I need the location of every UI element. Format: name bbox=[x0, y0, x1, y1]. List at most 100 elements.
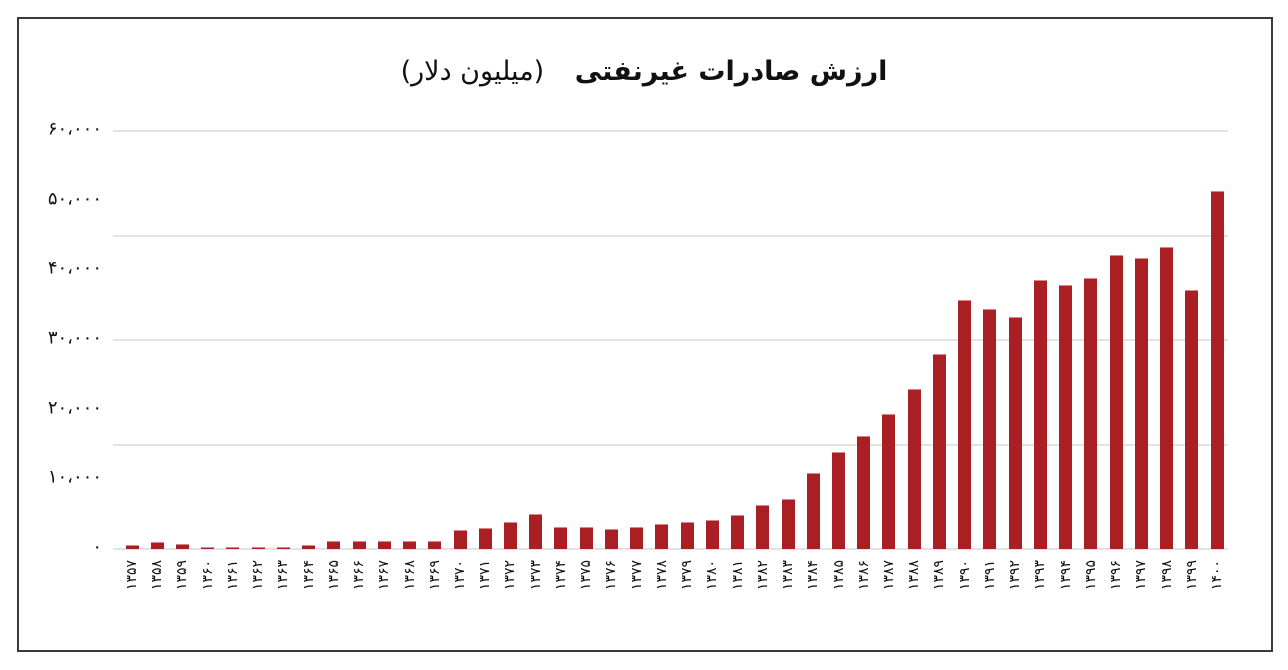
gridline bbox=[113, 130, 1228, 132]
x-tick-label: ۱۳۶۰ bbox=[199, 560, 216, 591]
x-tick-label: ۱۳۸۲ bbox=[754, 560, 771, 591]
bar bbox=[529, 514, 543, 549]
x-tick-label: ۱۳۷۷ bbox=[628, 560, 645, 591]
bar bbox=[554, 526, 568, 549]
x-tick-label: ۱۳۹۶ bbox=[1108, 560, 1125, 591]
bar bbox=[756, 504, 770, 549]
x-tick-label: ۱۳۵۹ bbox=[174, 560, 191, 591]
x-tick-label: ۱۳۷۹ bbox=[679, 560, 696, 591]
x-tick-label: ۱۳۹۱ bbox=[981, 560, 998, 591]
x-tick-label: ۱۳۹۰ bbox=[956, 560, 973, 591]
x-tick-label: ۱۳۶۹ bbox=[426, 560, 443, 591]
bar bbox=[781, 499, 795, 549]
bar bbox=[907, 388, 921, 549]
gridline bbox=[113, 548, 1228, 550]
y-tick-label: ۴۰،۰۰۰ bbox=[47, 257, 102, 279]
bar bbox=[327, 540, 341, 549]
x-tick-label: ۱۳۷۶ bbox=[603, 560, 620, 591]
bar bbox=[1160, 246, 1174, 549]
x-tick-label: ۱۳۹۷ bbox=[1133, 560, 1150, 591]
bar bbox=[705, 519, 719, 549]
bar bbox=[680, 521, 694, 549]
bar bbox=[352, 540, 366, 549]
bar bbox=[958, 299, 972, 549]
bar bbox=[604, 528, 618, 549]
bar bbox=[251, 546, 265, 549]
bar bbox=[1033, 279, 1047, 549]
x-tick-label: ۱۳۸۹ bbox=[931, 560, 948, 591]
bar bbox=[125, 544, 139, 549]
bar bbox=[731, 515, 745, 549]
gridline bbox=[113, 234, 1228, 237]
x-tick-label: ۱۳۹۲ bbox=[1007, 560, 1024, 591]
bar bbox=[1210, 190, 1224, 549]
x-tick-label: ۱۳۸۵ bbox=[830, 560, 847, 591]
bar bbox=[1185, 290, 1199, 549]
x-tick-label: ۱۳۹۴ bbox=[1057, 560, 1074, 591]
bar bbox=[453, 529, 467, 549]
bar bbox=[857, 436, 871, 549]
bar bbox=[882, 413, 896, 549]
x-tick-label: ۱۳۹۸ bbox=[1158, 560, 1175, 591]
x-tick-label: ۱۳۷۱ bbox=[477, 560, 494, 591]
x-tick-label: ۱۳۷۳ bbox=[527, 560, 544, 591]
x-tick-label: ۱۳۸۱ bbox=[729, 560, 746, 591]
x-tick-label: ۱۳۶۷ bbox=[376, 560, 393, 591]
bar bbox=[226, 546, 240, 549]
chart-title-unit: (میلیون دلار) bbox=[400, 56, 545, 87]
x-tick-label: ۱۳۸۳ bbox=[780, 560, 797, 591]
bar bbox=[503, 521, 517, 549]
x-tick-label: ۱۳۹۳ bbox=[1032, 560, 1049, 591]
bar bbox=[302, 544, 316, 549]
y-tick-label: ۳۰،۰۰۰ bbox=[47, 327, 102, 349]
bar bbox=[377, 540, 391, 549]
y-tick-label: ۵۰،۰۰۰ bbox=[47, 188, 102, 210]
bar bbox=[428, 540, 442, 549]
bar bbox=[276, 546, 290, 549]
x-tick-label: ۱۳۹۵ bbox=[1082, 560, 1099, 591]
x-tick-label: ۱۳۶۵ bbox=[325, 560, 342, 591]
x-tick-label: ۱۳۸۴ bbox=[805, 560, 822, 591]
x-tick-label: ۱۳۸۷ bbox=[880, 560, 897, 591]
bar bbox=[630, 526, 644, 549]
bar bbox=[983, 309, 997, 549]
gridline bbox=[113, 339, 1228, 341]
bar bbox=[655, 524, 669, 549]
bar bbox=[1008, 317, 1022, 549]
x-tick-label: ۱۳۶۱ bbox=[224, 560, 241, 591]
bar bbox=[150, 542, 164, 549]
x-tick-label: ۱۳۸۶ bbox=[855, 560, 872, 591]
y-tick-label: ۲۰،۰۰۰ bbox=[47, 397, 102, 419]
gridline bbox=[113, 443, 1228, 446]
y-tick-label: ۶۰،۰۰۰ bbox=[47, 118, 102, 140]
bar bbox=[1059, 285, 1073, 549]
chart-title: ارزش صادرات غیرنفتی (میلیون دلار) bbox=[0, 56, 1288, 87]
bar bbox=[1084, 278, 1098, 549]
bar bbox=[579, 526, 593, 549]
x-tick-label: ۱۳۸۸ bbox=[906, 560, 923, 591]
y-tick-label: ۱۰،۰۰۰ bbox=[47, 466, 102, 488]
x-tick-label: ۱۳۵۸ bbox=[149, 560, 166, 591]
x-tick-label: ۱۳۶۲ bbox=[250, 560, 267, 591]
bar bbox=[478, 528, 492, 549]
x-tick-label: ۱۳۷۸ bbox=[653, 560, 670, 591]
bar bbox=[403, 540, 417, 549]
bar bbox=[1109, 255, 1123, 549]
x-tick-label: ۱۳۸۰ bbox=[704, 560, 721, 591]
bar bbox=[201, 546, 215, 549]
bar bbox=[175, 544, 189, 549]
x-tick-label: ۱۳۷۲ bbox=[502, 560, 519, 591]
bar bbox=[806, 473, 820, 549]
x-tick-label: ۱۴۰۰ bbox=[1209, 560, 1225, 591]
x-tick-label: ۱۳۷۵ bbox=[578, 560, 595, 591]
x-tick-label: ۱۳۶۳ bbox=[275, 560, 292, 591]
bar bbox=[1134, 258, 1148, 549]
y-tick-label: ۰ bbox=[92, 536, 102, 558]
x-tick-label: ۱۳۷۰ bbox=[452, 560, 469, 591]
bar bbox=[932, 353, 946, 549]
chart-title-main: ارزش صادرات غیرنفتی bbox=[574, 56, 888, 87]
x-tick-label: ۱۳۵۷ bbox=[124, 560, 140, 591]
x-tick-label: ۱۳۹۹ bbox=[1183, 560, 1200, 591]
bar bbox=[832, 451, 845, 549]
